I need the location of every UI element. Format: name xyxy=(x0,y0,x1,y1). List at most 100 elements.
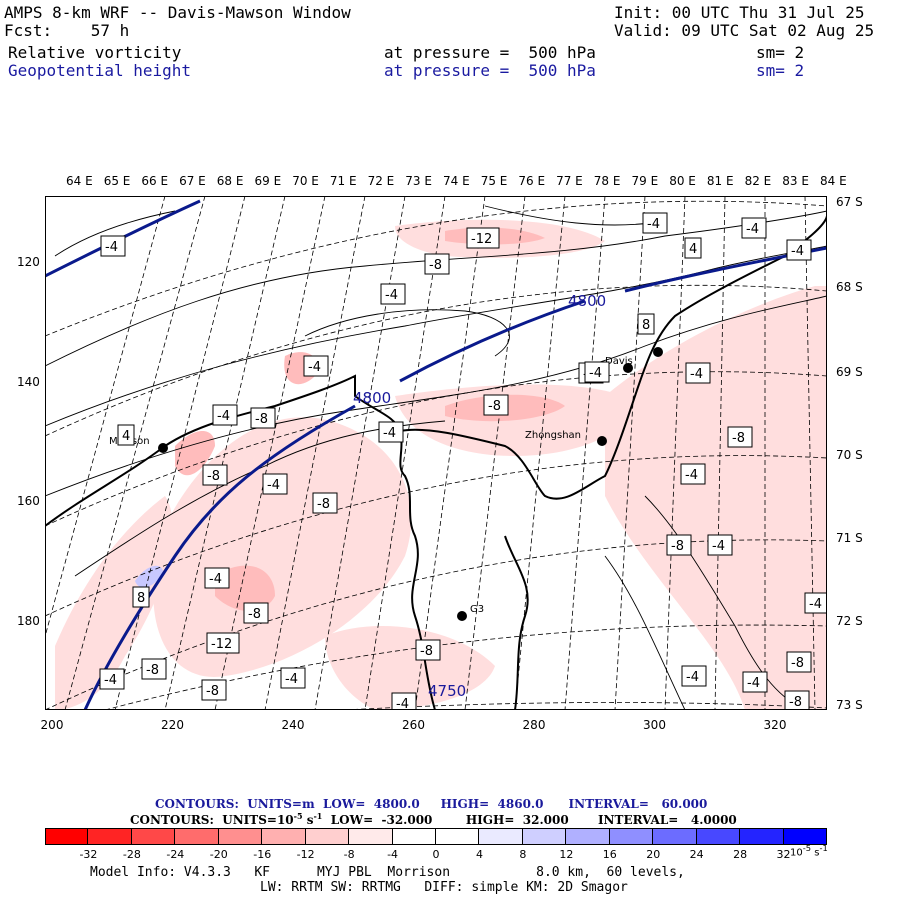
vorticity-label: -4 xyxy=(647,217,660,232)
vorticity-label-box xyxy=(424,253,450,275)
vorticity-label-box xyxy=(742,671,768,693)
latitude-label: 67 S xyxy=(836,195,863,209)
colorbar-segment xyxy=(175,828,219,845)
latitude-label: 73 S xyxy=(836,698,863,712)
vorticity-label-box xyxy=(262,473,288,495)
colorbar-segment xyxy=(609,828,654,845)
meridian-lines xyxy=(45,196,816,710)
vorticity-label-box xyxy=(584,361,610,383)
longitude-label: 84 E xyxy=(820,174,847,188)
vorticity-label: -4 xyxy=(712,539,725,554)
height-label-2: 4800 xyxy=(353,389,391,407)
y-grid-label: 140 xyxy=(17,375,40,389)
station-label-zhongshan: Zhongshan xyxy=(525,430,581,441)
y-grid-label: 160 xyxy=(17,494,40,508)
vorticity-label: -4 xyxy=(396,697,409,710)
vorticity-label: -8 xyxy=(255,412,268,427)
x-grid-label: 260 xyxy=(402,718,425,732)
vorticity-label-box xyxy=(303,355,329,377)
vorticity-label: -4 xyxy=(104,673,117,688)
colorbar-segment xyxy=(653,828,697,845)
vorticity-label: -4 xyxy=(791,244,804,259)
colorbar-label: -16 xyxy=(253,848,272,861)
vorticity-label-box xyxy=(684,237,702,259)
vorticity-label-box xyxy=(741,217,767,239)
colorbar-segment xyxy=(88,828,132,845)
vorticity-label-box xyxy=(202,464,228,486)
longitude-label: 81 E xyxy=(706,174,734,188)
colorbar-label: 24 xyxy=(689,848,704,861)
colorbar-segment xyxy=(783,828,827,845)
vorticity-label: -4 xyxy=(685,468,698,483)
vorticity-label: -4 xyxy=(690,367,703,382)
latitude-label: 71 S xyxy=(836,531,863,545)
vorticity-label-box xyxy=(378,421,404,443)
colorbar-label: 0 xyxy=(432,848,440,861)
vorticity-height-map: Mawson Davis Zhongshan G3 4800 4800 4750… xyxy=(45,196,827,710)
vorticity-label: -8 xyxy=(420,644,433,659)
colorbar-label: 28 xyxy=(733,848,748,861)
colorbar-segment xyxy=(696,828,741,845)
longitude-label: 65 E xyxy=(103,174,131,188)
colorbar-segment xyxy=(349,828,393,845)
longitude-label: 75 E xyxy=(480,174,508,188)
vorticity-label-box xyxy=(786,651,812,673)
colorbar-label: 8 xyxy=(519,848,527,861)
colorbar-segment xyxy=(740,828,784,845)
colorbar-unit: 10-5 s-1 xyxy=(790,843,828,859)
vorticity-label: -8 xyxy=(429,258,442,273)
longitude-label: 78 E xyxy=(593,174,621,188)
colorbar-segment xyxy=(522,828,567,845)
vorticity-label-box xyxy=(243,602,269,624)
colorbar-segment xyxy=(45,828,89,845)
vorticity-label: -8 xyxy=(789,695,802,710)
physics-info: LW: RRTM SW: RRTMG DIFF: simple KM: 2D S… xyxy=(260,880,628,895)
height-contour-labels: 4800 4800 4750 xyxy=(353,292,606,700)
vorticity-label-box xyxy=(250,407,276,429)
vorticity-label: -8 xyxy=(146,663,159,678)
latitude-label: 68 S xyxy=(836,280,863,294)
field1-name: Relative vorticity xyxy=(8,43,182,62)
vorticity-label-box xyxy=(206,632,240,654)
vorticity-label-box xyxy=(707,534,733,556)
colorbar-label: -4 xyxy=(387,848,399,861)
longitude-label: 66 E xyxy=(141,174,169,188)
colorbar-label: -12 xyxy=(296,848,315,861)
longitude-label: 70 E xyxy=(292,174,319,188)
latitude-label: 70 S xyxy=(836,448,863,462)
vorticity-label-box xyxy=(466,227,500,249)
vorticity-label: -4 xyxy=(267,478,280,493)
vorticity-label-box xyxy=(642,212,668,234)
vorticity-label-box xyxy=(804,592,827,614)
x-grid-label: 220 xyxy=(161,718,184,732)
height-label-3: 4750 xyxy=(428,682,466,700)
vorticity-label-box xyxy=(212,404,238,426)
vorticity-label: 4 xyxy=(122,429,130,444)
y-grid-label: 120 xyxy=(17,255,40,269)
colorbar-segment xyxy=(479,828,523,845)
vorticity-label: 8 xyxy=(137,591,145,606)
vorticity-label-box xyxy=(100,235,126,257)
longitude-label: 68 E xyxy=(216,174,244,188)
longitude-label: 72 E xyxy=(367,174,395,188)
x-grid-label: 200 xyxy=(40,718,64,732)
longitude-label: 76 E xyxy=(518,174,546,188)
vorticity-label: -4 xyxy=(385,288,398,303)
colorbar-label: -24 xyxy=(166,848,185,861)
colorbar-segment xyxy=(392,828,436,845)
field2-level: at pressure = 500 hPa xyxy=(384,61,596,80)
colorbar-segment xyxy=(262,828,306,845)
vorticity-label: -4 xyxy=(686,670,699,685)
x-grid-label: 320 xyxy=(763,718,787,732)
vorticity-label: -8 xyxy=(248,607,261,622)
longitude-label: 67 E xyxy=(179,174,206,188)
vorticity-label: -4 xyxy=(285,672,298,687)
longitude-label: 71 E xyxy=(329,174,357,188)
colorbar-label: -20 xyxy=(209,848,228,861)
colorbar-segment xyxy=(436,828,480,845)
vorticity-label: -8 xyxy=(206,684,219,699)
colorbar-segment xyxy=(218,828,263,845)
longitude-label: 83 E xyxy=(782,174,809,188)
y-grid-label: 180 xyxy=(17,614,40,628)
vorticity-label: -8 xyxy=(791,656,804,671)
